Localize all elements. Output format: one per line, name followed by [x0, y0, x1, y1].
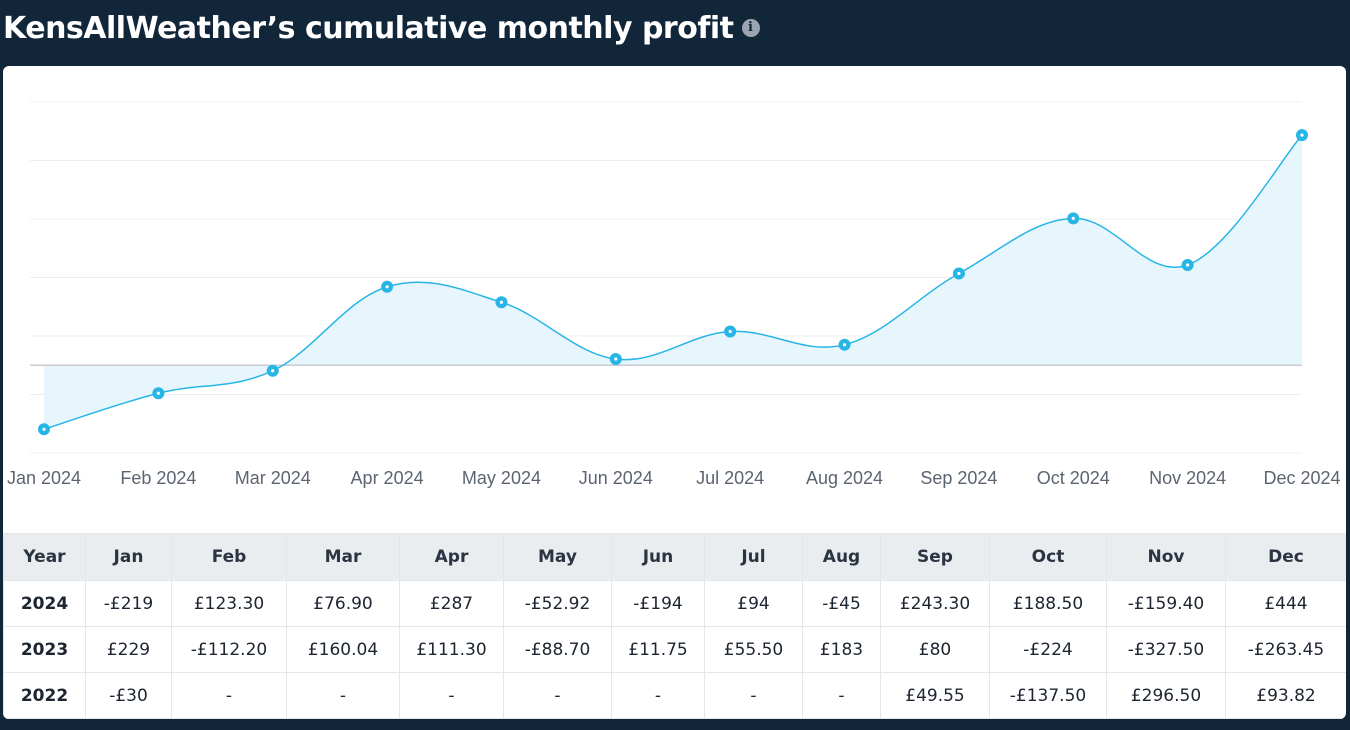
table-cell: £11.75	[611, 626, 705, 673]
data-point-center	[499, 300, 504, 304]
table-cell: £49.55	[880, 672, 990, 719]
header-year: Year	[3, 533, 86, 581]
header-feb: Feb	[171, 533, 287, 581]
data-point-center	[385, 285, 389, 289]
table-cell: £55.50	[704, 626, 803, 673]
x-tick-label: Dec 2024	[1263, 468, 1340, 488]
table-cell: -£194	[611, 580, 705, 627]
header-may: May	[503, 533, 612, 581]
header-dec: Dec	[1225, 533, 1346, 581]
x-tick-label: Mar 2024	[235, 468, 311, 488]
data-point-center	[271, 369, 275, 373]
header-sep: Sep	[880, 533, 990, 581]
x-tick-label: Jun 2024	[579, 468, 653, 488]
table-cell: -£45	[802, 580, 881, 627]
header-jul: Jul	[704, 533, 803, 581]
data-point-center	[614, 357, 618, 361]
data-point-center	[1300, 133, 1304, 137]
table-cell: -	[399, 672, 504, 719]
data-point-center	[156, 391, 160, 395]
header-oct: Oct	[989, 533, 1107, 581]
x-tick-label: Nov 2024	[1149, 468, 1226, 488]
row-year: 2022	[3, 672, 86, 719]
chart-card: Jan 2024 Feb 2024 Mar 2024 Apr 2024 May 2024…	[3, 66, 1346, 719]
table-cell: -£30	[85, 672, 172, 719]
data-point-center	[1071, 216, 1075, 220]
table-cell: -	[704, 672, 803, 719]
table-cell: £188.50	[989, 580, 1107, 627]
table-cell: -£159.40	[1106, 580, 1226, 627]
area-fill	[44, 135, 1302, 430]
header-jun: Jun	[611, 533, 705, 581]
chart-svg: Jan 2024 Feb 2024 Mar 2024 Apr 2024 May 2024…	[7, 101, 1341, 488]
row-year: 2024	[3, 580, 86, 627]
table-cell: -£219	[85, 580, 172, 627]
table-cell: -£137.50	[989, 672, 1107, 719]
table-cell: £243.30	[880, 580, 990, 627]
table-cell: £160.04	[286, 626, 400, 673]
x-tick-label: Oct 2024	[1037, 468, 1110, 488]
table-cell: -	[286, 672, 400, 719]
x-tick-label: Feb 2024	[120, 468, 196, 488]
table-row: 2024 -£219 £123.30 £76.90 £287 -£52.92 -…	[3, 580, 1346, 627]
x-tick-label: Apr 2024	[351, 468, 424, 488]
table-cell: £183	[802, 626, 881, 673]
row-year: 2023	[3, 626, 86, 673]
x-tick-label: Aug 2024	[806, 468, 883, 488]
table-cell: -£52.92	[503, 580, 612, 627]
table-header-row: Year Jan Feb Mar Apr May Jun Jul Aug Sep…	[3, 533, 1346, 581]
x-tick-label: Jan 2024	[7, 468, 81, 488]
profit-chart: Jan 2024 Feb 2024 Mar 2024 Apr 2024 May 2024…	[3, 66, 1346, 533]
table-cell: £80	[880, 626, 990, 673]
x-tick-label: May 2024	[462, 468, 541, 488]
table-cell: £123.30	[171, 580, 287, 627]
table-cell: -£88.70	[503, 626, 612, 673]
table-cell: £93.82	[1225, 672, 1346, 719]
monthly-profit-table: Year Jan Feb Mar Apr May Jun Jul Aug Sep…	[3, 533, 1346, 719]
page-title: KensAllWeather’s cumulative monthly prof…	[3, 10, 734, 46]
table-cell: -£263.45	[1225, 626, 1346, 673]
table-cell: £229	[85, 626, 172, 673]
data-point-center	[1186, 263, 1190, 267]
header-nov: Nov	[1106, 533, 1226, 581]
table-row: 2023 £229 -£112.20 £160.04 £111.30 -£88.…	[3, 626, 1346, 673]
table-cell: £94	[704, 580, 803, 627]
table-cell: -£112.20	[171, 626, 287, 673]
table-cell: -	[611, 672, 705, 719]
header-jan: Jan	[85, 533, 172, 581]
info-icon[interactable]: i	[741, 19, 760, 37]
table-cell: £296.50	[1106, 672, 1226, 719]
table-cell: -£327.50	[1106, 626, 1226, 673]
table-cell: -£224	[989, 626, 1107, 673]
table-cell: -	[171, 672, 287, 719]
data-point-center	[842, 343, 847, 347]
table-row: 2022 -£30 - - - - - - - £49.55 -£137.50 …	[3, 672, 1346, 719]
data-point-center	[957, 271, 961, 276]
table-cell: -	[802, 672, 881, 719]
chart-header: KensAllWeather’s cumulative monthly prof…	[3, 8, 760, 48]
data-point-center	[42, 427, 46, 431]
x-tick-label: Jul 2024	[696, 468, 764, 488]
x-tick-label: Sep 2024	[920, 468, 997, 488]
data-point-center	[728, 329, 732, 334]
table-cell: £444	[1225, 580, 1346, 627]
table-cell: -	[503, 672, 612, 719]
table-cell: £76.90	[286, 580, 400, 627]
header-apr: Apr	[399, 533, 504, 581]
table-cell: £287	[399, 580, 504, 627]
header-mar: Mar	[286, 533, 400, 581]
header-aug: Aug	[802, 533, 881, 581]
table-cell: £111.30	[399, 626, 504, 673]
